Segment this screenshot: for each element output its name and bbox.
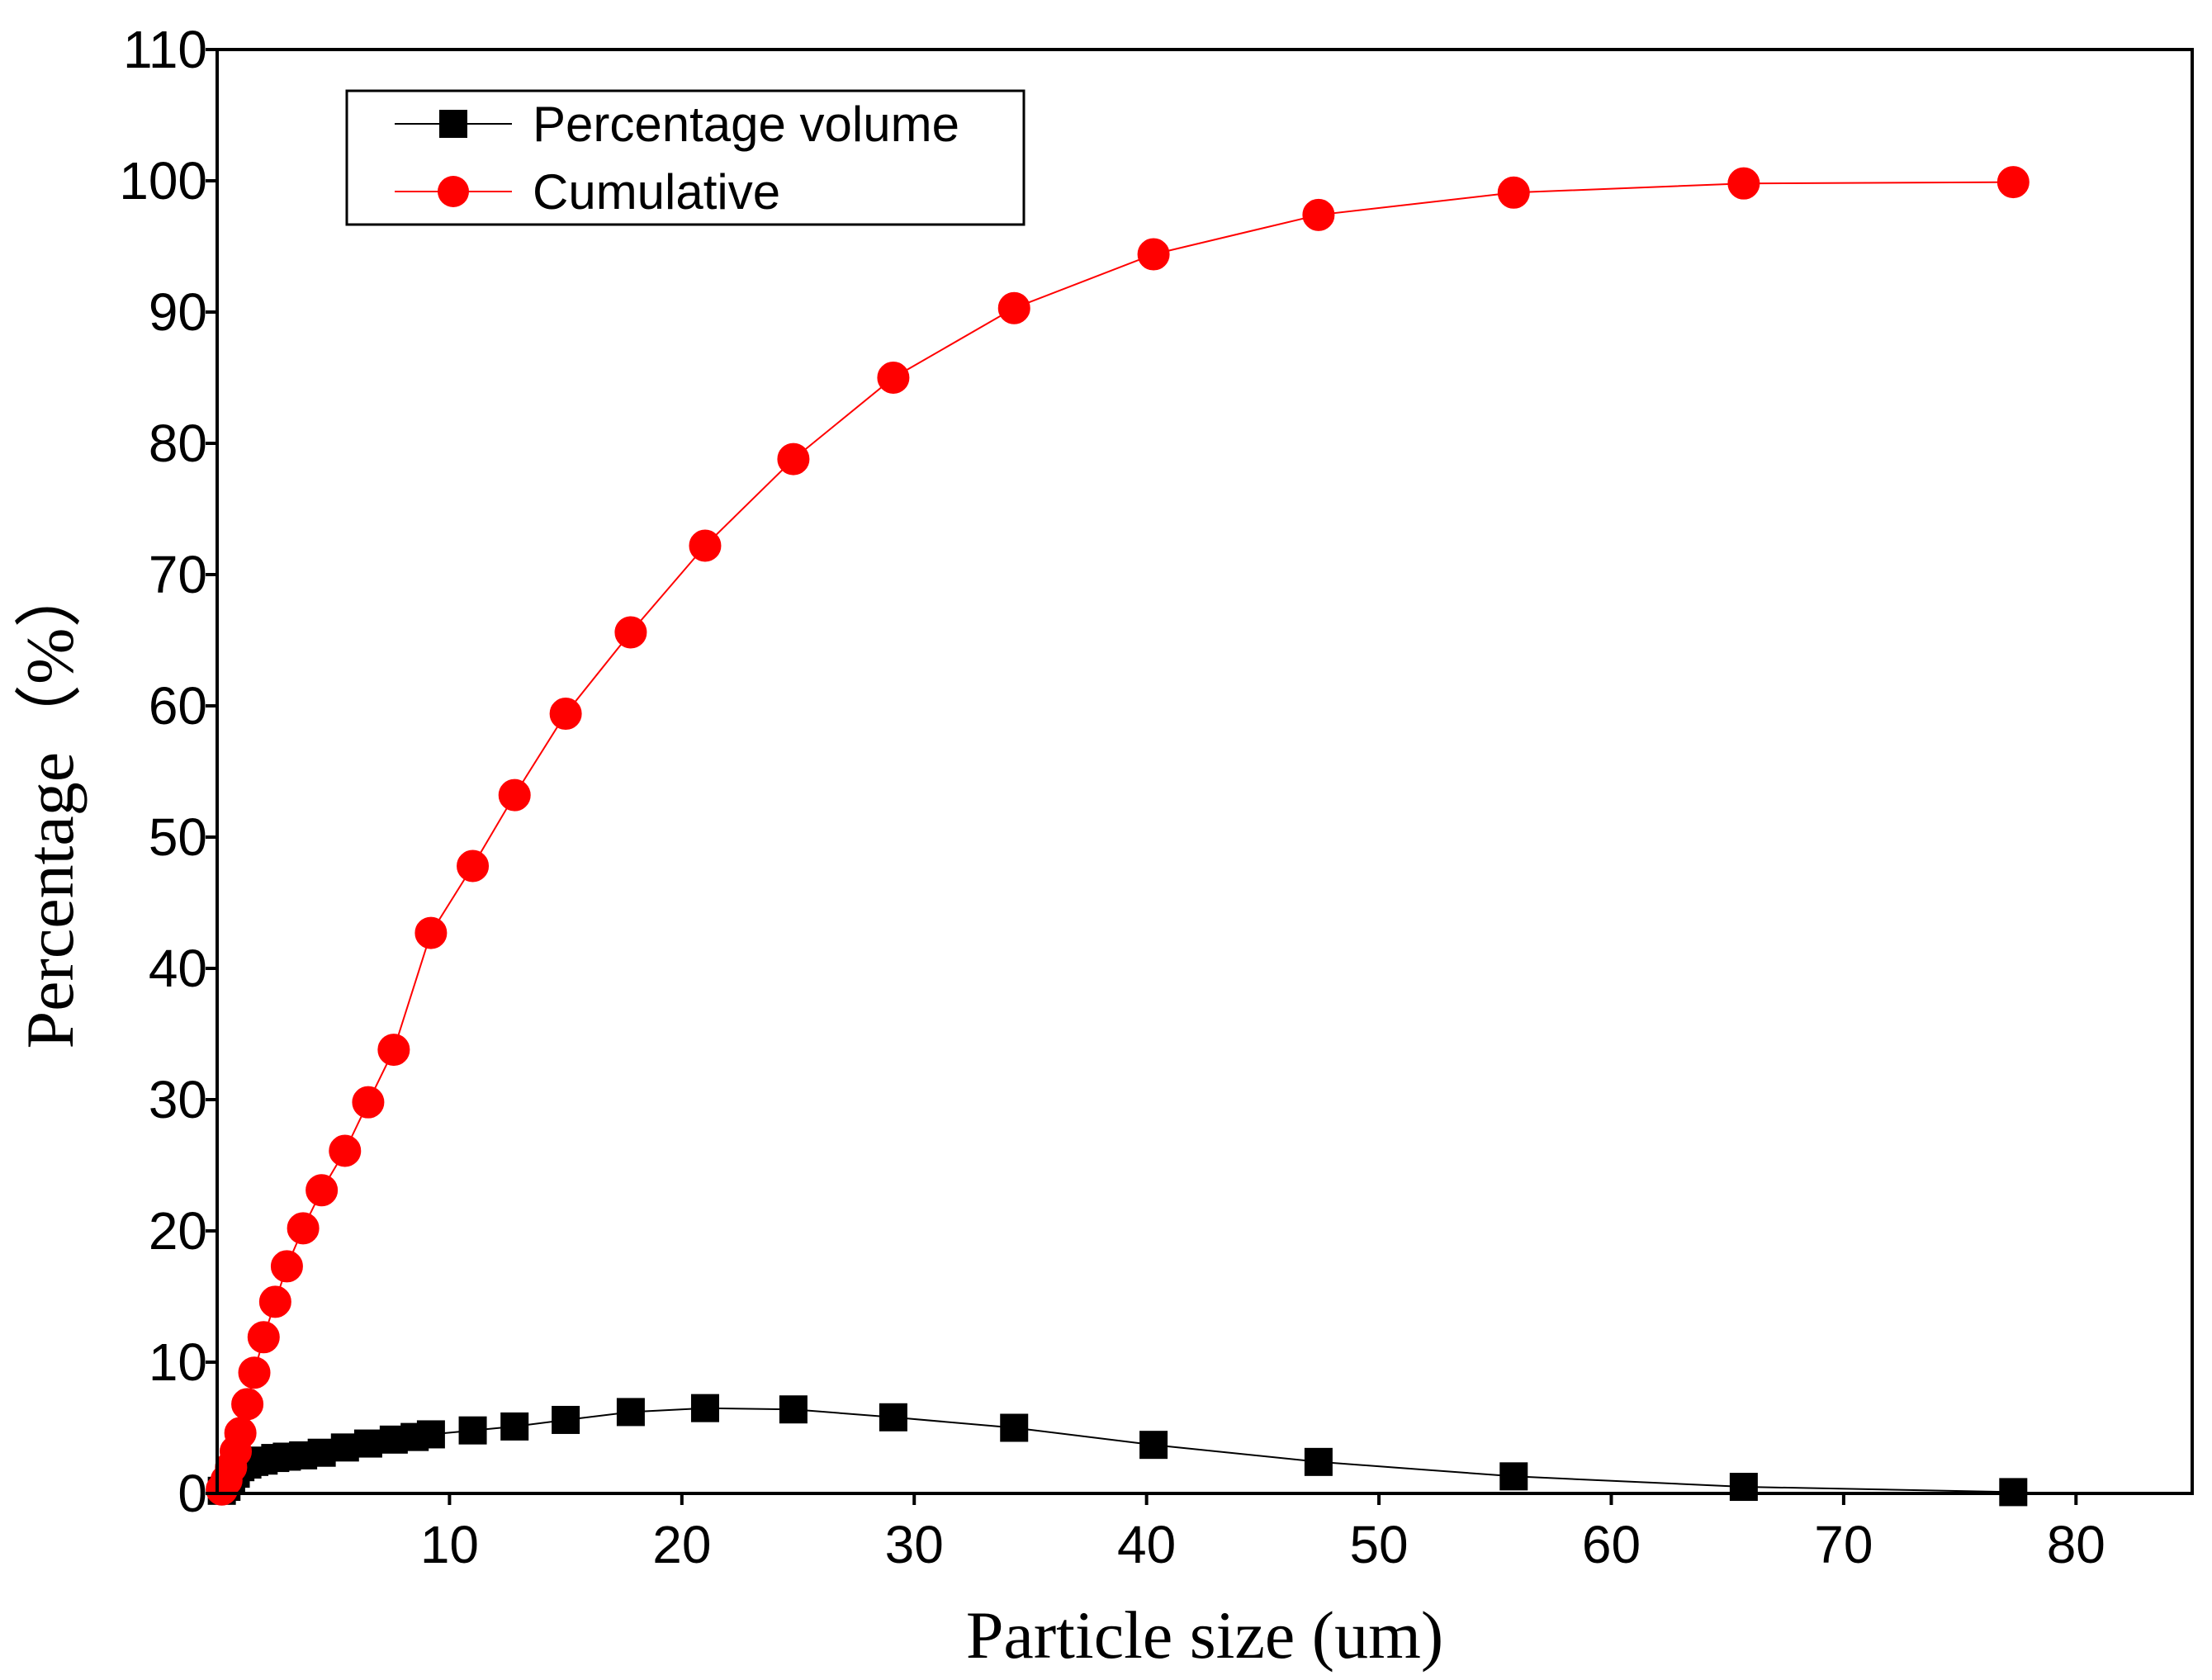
data-point-square: [552, 1405, 580, 1434]
y-tick-label: 100: [119, 151, 207, 211]
y-tick-label: 0: [178, 1464, 207, 1523]
x-tick-label: 50: [1349, 1515, 1408, 1574]
data-point-circle: [329, 1134, 362, 1167]
x-tick-label: 60: [1582, 1515, 1641, 1574]
data-point-circle: [258, 1285, 291, 1318]
data-point-circle: [231, 1388, 264, 1421]
data-point-circle: [224, 1417, 257, 1450]
data-point-square: [616, 1398, 645, 1427]
y-tick-label: 80: [149, 414, 207, 473]
x-tick-label: 10: [420, 1515, 479, 1574]
data-point-square: [690, 1394, 719, 1422]
data-point-circle: [614, 616, 647, 649]
data-point-circle: [689, 529, 722, 562]
data-point-circle: [877, 362, 910, 394]
data-point-square: [1000, 1413, 1029, 1442]
data-point-circle: [1727, 167, 1760, 200]
y-tick-label: 20: [149, 1201, 207, 1261]
legend-label: Percentage volume: [533, 97, 959, 152]
y-tick-label: 60: [149, 676, 207, 736]
y-tick-label: 50: [149, 807, 207, 867]
data-point-square: [1499, 1462, 1528, 1491]
y-axis-title: Percentage（%）: [12, 561, 88, 1049]
x-tick-label: 80: [2047, 1515, 2105, 1574]
data-point-circle: [377, 1034, 410, 1067]
y-tick-label: 30: [149, 1070, 207, 1129]
data-point-circle: [1996, 166, 2030, 199]
data-point-circle: [1302, 198, 1335, 231]
y-tick-label: 110: [123, 20, 207, 79]
data-point-circle: [352, 1086, 385, 1119]
series-markers: [206, 166, 2030, 1507]
x-axis-title: Particle size (um): [966, 1597, 1443, 1673]
data-point-circle: [1497, 176, 1530, 209]
data-point-square: [879, 1403, 907, 1432]
y-tick-label: 40: [149, 939, 207, 998]
data-point-circle: [549, 698, 582, 731]
x-tick-label: 30: [885, 1515, 944, 1574]
data-point-circle: [997, 291, 1030, 324]
x-tick-label: 20: [652, 1515, 711, 1574]
data-point-circle: [287, 1212, 320, 1245]
x-tick-label: 40: [1117, 1515, 1176, 1574]
y-tick-label: 10: [149, 1332, 207, 1392]
legend-circle-marker: [438, 176, 469, 207]
x-tick-label: 70: [1814, 1515, 1873, 1574]
data-point-circle: [777, 442, 810, 476]
data-point-square: [458, 1416, 487, 1445]
data-point-square: [1139, 1431, 1168, 1460]
data-point-circle: [247, 1321, 280, 1354]
y-tick-label: 90: [149, 282, 207, 342]
data-point-square: [1304, 1447, 1333, 1476]
legend: Percentage volume Cumulative: [345, 89, 1025, 226]
data-point-circle: [270, 1250, 303, 1283]
data-point-square: [416, 1420, 445, 1449]
data-point-square: [779, 1395, 808, 1424]
x-axis: 10 20 30 40 50 60 70 80: [420, 1493, 2105, 1574]
data-point-circle: [238, 1356, 271, 1389]
data-point-circle: [306, 1174, 339, 1207]
plot-frame: [216, 48, 2194, 1495]
legend-square-marker: [439, 110, 467, 138]
data-point-circle: [457, 849, 490, 883]
legend-label: Cumulative: [533, 164, 780, 220]
data-point-square: [1729, 1473, 1758, 1502]
data-point-circle: [498, 778, 531, 812]
data-point-square: [353, 1429, 382, 1458]
data-point-circle: [1137, 238, 1170, 271]
data-point-circle: [414, 916, 448, 949]
data-point-square: [500, 1412, 529, 1441]
y-axis: 0 10 20 30 40 50 60 70 80 90 100 110: [119, 20, 217, 1523]
y-tick-label: 70: [149, 545, 207, 604]
